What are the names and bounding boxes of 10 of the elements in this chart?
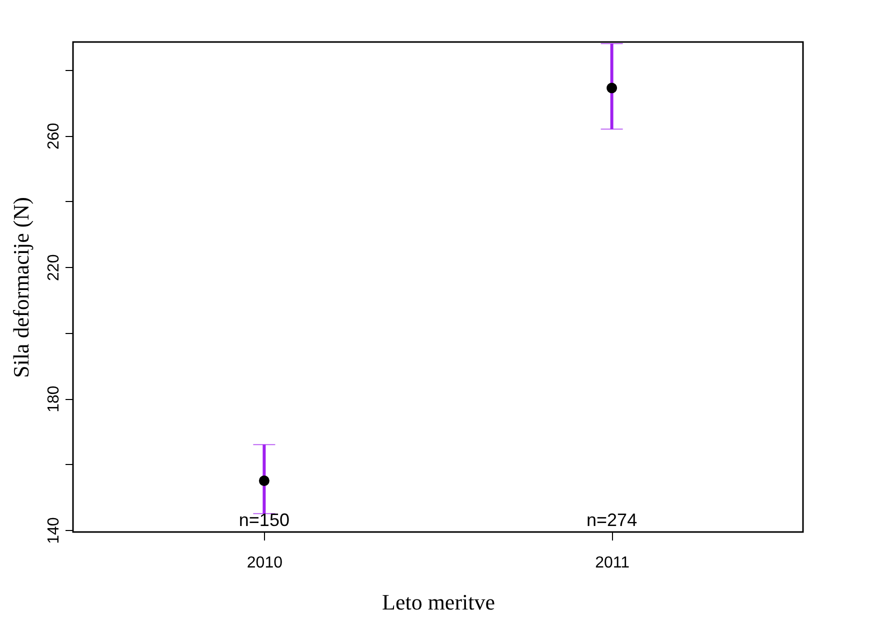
- x-tick-label: 2011: [595, 554, 630, 572]
- x-axis-title: Leto meritve: [382, 590, 496, 614]
- annotation: n=150: [238, 510, 290, 530]
- y-axis-title: Sila deformacije (N): [8, 197, 34, 378]
- annotation: n=274: [586, 510, 638, 530]
- y-tick-label: 260: [46, 122, 62, 150]
- y-tick-label: 180: [46, 386, 62, 412]
- y-tick-label: 220: [46, 254, 62, 281]
- x-tick-label: 2010: [246, 554, 283, 572]
- y-tick-label: 140: [46, 517, 62, 544]
